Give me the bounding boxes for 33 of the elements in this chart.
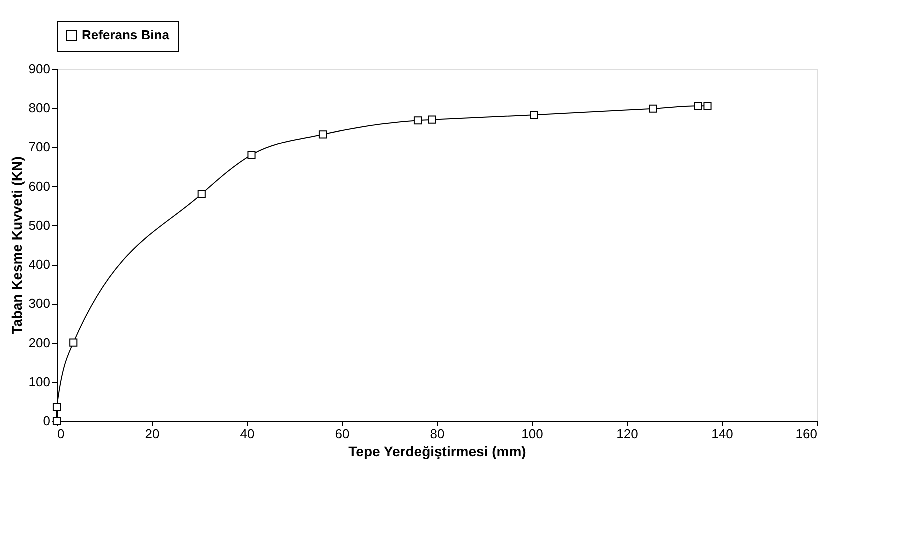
y-tick-label: 400	[28, 257, 50, 272]
point	[530, 111, 538, 120]
y-tick-label: 600	[28, 178, 50, 194]
point	[248, 151, 256, 160]
y-tick-label: 900	[28, 62, 50, 76]
x-tick-label: 160	[796, 426, 818, 442]
x-tick-label: 60	[335, 426, 350, 442]
x-tick-label: 140	[712, 426, 734, 442]
point	[649, 104, 658, 113]
point	[704, 102, 712, 110]
y-tick-label: 100	[28, 374, 50, 390]
point	[428, 116, 436, 124]
y-axis-title: Taban Kesme Kuvveti (KN)	[8, 156, 25, 334]
point	[318, 130, 328, 139]
point	[198, 190, 206, 198]
x-axis-title: Tepe Yerdeğiştirmesi (mm)	[348, 444, 526, 460]
point	[414, 116, 422, 125]
point	[70, 338, 78, 347]
y-tick-label: 500	[28, 218, 50, 233]
x-tick-label: 80	[430, 426, 445, 442]
x-tick-label: 120	[616, 426, 638, 442]
y-tick-label: 300	[28, 296, 50, 312]
y-tick-label: 0	[43, 414, 50, 428]
x-tick-label: 40	[240, 426, 255, 442]
x-tick-label: 20	[145, 426, 160, 442]
x-tick-label: 0	[58, 426, 65, 442]
y-tick-label: 800	[28, 100, 50, 116]
point	[694, 102, 702, 110]
legend-label: Referans Bina	[82, 28, 170, 42]
point	[52, 403, 62, 412]
y-tick-label: 200	[28, 335, 50, 350]
x-tick-label: 100	[522, 426, 544, 442]
y-tick-label: 700	[28, 140, 50, 155]
